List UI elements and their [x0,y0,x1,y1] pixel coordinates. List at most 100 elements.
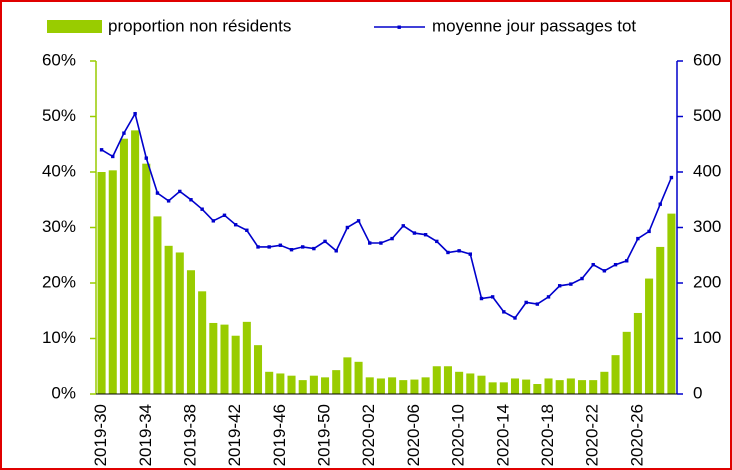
legend-label: moyenne jour passages tot [432,16,636,35]
line-marker [390,236,394,241]
bar [410,379,419,394]
line-marker [535,302,540,306]
line-marker [301,245,305,249]
line-marker [144,156,148,160]
line-marker [345,225,350,230]
line-marker [591,262,595,267]
x-tick-label: 2020-02 [359,404,378,466]
bar [578,380,587,394]
bar [622,331,631,394]
line-marker [457,249,461,253]
line-marker [468,252,472,256]
line-marker [368,241,372,245]
bar [376,378,385,394]
line-marker [256,245,260,249]
bar [186,270,195,394]
bar [131,130,140,394]
bar [265,371,274,394]
bar [231,335,240,394]
legend-marker [397,25,401,29]
line-marker [412,231,417,235]
line-marker [524,300,528,305]
bar [510,378,520,394]
bar [533,384,542,394]
line-marker [479,296,484,301]
bar [432,366,441,394]
line-marker [323,239,327,244]
x-tick-label: 2020-22 [583,404,602,466]
y-tick-label: 40% [42,161,76,180]
y2-tick-label: 100 [693,328,721,347]
x-tick-label: 2020-26 [627,404,646,466]
bar [242,321,251,394]
bar [220,324,229,394]
bar [142,163,151,394]
y2-tick-label: 600 [693,50,721,69]
y-tick-label: 30% [42,217,76,236]
line-marker [446,250,450,255]
line-marker [178,189,182,194]
x-tick-label: 2020-06 [404,404,423,466]
line-marker [546,295,551,299]
bar [119,138,128,394]
bar [332,370,341,394]
y-tick-label: 20% [42,272,76,291]
line-marker [245,228,249,232]
x-tick-label: 2019-46 [270,404,289,466]
y-tick-label: 60% [42,50,76,69]
line-marker [669,175,674,180]
x-tick-label: 2019-30 [91,404,110,466]
line-marker [334,249,338,253]
line-marker [356,219,361,223]
bar [164,245,173,394]
x-tick-label: 2019-38 [180,404,199,466]
line-marker [423,233,428,237]
bar [354,361,363,394]
x-tick-label: 2020-14 [493,404,512,466]
line-marker [513,316,517,320]
line-marker [200,207,204,211]
x-tick-label: 2020-18 [538,404,557,466]
line-marker [133,112,137,116]
line-marker [189,198,193,202]
bar [388,377,397,394]
line-marker [379,241,383,245]
bar [209,322,218,394]
bar [343,357,352,394]
bar [589,380,598,394]
line-marker [222,213,227,217]
bar [645,278,654,394]
line-marker [435,239,439,244]
bar [97,172,106,394]
line-marker [502,310,506,314]
bar [276,373,285,394]
bar [522,379,531,394]
bar [488,382,497,394]
bar [298,380,307,394]
y-tick-label: 0% [51,383,76,402]
bar [399,380,408,394]
y2-tick-label: 400 [693,161,721,180]
y2-tick-label: 300 [693,217,721,236]
x-tick-label: 2019-50 [315,404,334,466]
y2-tick-label: 0 [693,383,702,402]
bar [611,355,620,394]
legend-swatch [47,20,102,33]
y2-tick-label: 500 [693,106,721,125]
bar [499,382,508,394]
line-marker [625,259,629,263]
line-marker [267,245,271,249]
line-marker [312,246,316,251]
line-marker [155,191,160,195]
line-marker [233,223,238,227]
bar [443,366,452,394]
y-tick-label: 50% [42,106,76,125]
line-marker [613,262,618,267]
line-marker [278,243,283,247]
bar [153,216,162,394]
legend-label: proportion non résidents [108,16,291,35]
line-marker [658,202,662,206]
bar [108,170,117,394]
